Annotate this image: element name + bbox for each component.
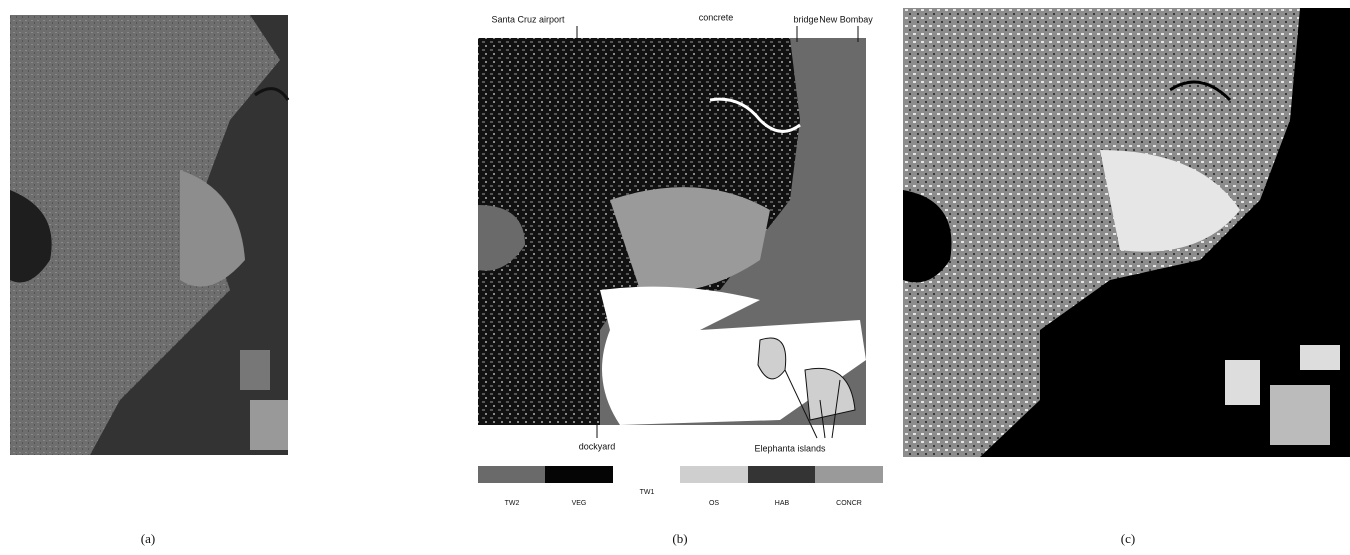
classified-map-c (903, 8, 1350, 457)
legend-label: VEG (572, 500, 587, 507)
legend-label: TW1 (640, 489, 655, 496)
legend-swatch (815, 466, 883, 483)
annotation: concrete (699, 12, 734, 22)
legend-swatch (748, 466, 816, 483)
panel-label: (c) (1121, 531, 1135, 546)
classified-map-b (478, 38, 866, 425)
panel-label: (a) (141, 531, 155, 546)
legend-swatch (613, 466, 681, 483)
legend-swatch (478, 466, 546, 483)
annotation: bridge (793, 14, 818, 24)
annotation: Elephanta islands (754, 443, 826, 453)
panel-label: (b) (672, 531, 687, 546)
annotation: dockyard (579, 441, 616, 451)
legend-label: CONCR (836, 500, 862, 507)
legend-label: OS (709, 500, 719, 507)
legend-swatch (680, 466, 748, 483)
legend-swatch (545, 466, 613, 483)
page: {"panels": [ {"label": "(a)"}, {"label":… (0, 0, 1350, 550)
panel-labels: (a) (b) (c) (141, 531, 1135, 546)
annotation: Santa Cruz airport (491, 14, 565, 24)
satellite-image-a (10, 15, 288, 455)
annotation: New Bombay (819, 14, 873, 24)
figure: Santa Cruz airport concrete bridgeNew Bomb… (0, 0, 1350, 550)
legend-label: TW2 (505, 500, 520, 507)
legend-label: HAB (775, 500, 790, 507)
legend: TW2 VEG TW1 OS HAB CONCR (478, 466, 883, 507)
